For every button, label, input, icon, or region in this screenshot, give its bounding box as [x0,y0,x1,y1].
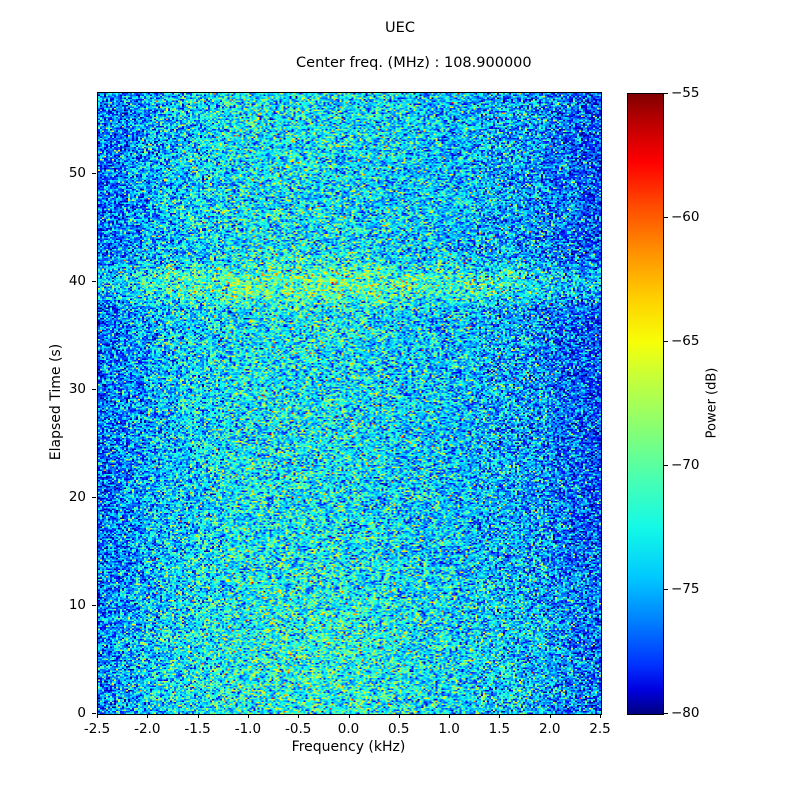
x-tick-label: -2.0 [134,721,161,737]
x-tick-label: 1.0 [438,721,460,737]
spectrogram-plot-area[interactable] [97,92,602,715]
x-tick-label: 0.5 [388,721,410,737]
x-tick-label: -1.0 [234,721,262,737]
title-station-name: UEC [385,20,415,36]
colorbar-tick-label: −70 [671,457,700,473]
spectrogram-image[interactable] [98,93,601,714]
y-tick-mark [92,605,96,606]
y-tick-mark [92,389,96,390]
colorbar-tick-label: −60 [671,209,700,225]
colorbar-tick-mark [664,713,668,714]
x-tick-label: 2.5 [589,721,611,737]
colorbar-label: Power (dB) [704,367,720,439]
colorbar-tick-label: −55 [671,85,700,101]
x-tick-mark [147,714,149,718]
x-tick-mark [97,714,98,718]
colorbar[interactable] [627,93,664,715]
x-tick-mark [247,714,249,718]
x-tick-label: 0.0 [337,721,360,737]
x-tick-label: 2.0 [538,721,561,737]
x-tick-mark [449,714,451,718]
x-tick-mark [549,714,551,718]
x-tick-label: 1.5 [488,721,511,737]
y-tick-mark [92,281,96,282]
y-tick-mark [92,713,96,714]
x-tick-mark [348,714,350,718]
colorbar-tick-mark [664,341,668,342]
y-axis-label: Elapsed Time (s) [48,343,64,461]
colorbar-tick-mark [664,93,668,94]
colorbar-tick-mark [664,217,668,218]
x-axis-label: Frequency (kHz) [291,739,406,755]
x-tick-mark [499,714,501,718]
colorbar-tick-mark [664,589,668,590]
colorbar-tick-mark [664,465,668,466]
colorbar-gradient [628,94,663,714]
y-tick-label: 20 [68,489,86,505]
colorbar-tick-label: −80 [671,705,700,721]
x-tick-label: -0.5 [285,721,312,737]
x-tick-mark [600,714,601,718]
x-tick-mark [197,714,199,718]
y-tick-label: 30 [68,381,86,397]
title-center-freq-text: Center freq. (MHz) : 108.900000 [296,55,532,71]
title-center-freq-line: Center freq. (MHz) : 108.900000 [0,38,800,91]
colorbar-tick-label: −65 [671,333,700,349]
x-tick-label: -2.5 [83,721,111,737]
y-tick-label: 40 [68,273,86,289]
y-tick-label: 0 [77,705,86,721]
x-tick-mark [298,714,300,718]
x-tick-mark [398,714,400,718]
x-tick-label: -1.5 [184,721,211,737]
y-tick-label: 10 [68,597,86,613]
y-tick-mark [92,497,96,498]
y-tick-mark [92,173,96,174]
colorbar-tick-label: −75 [671,581,700,597]
y-tick-label: 50 [68,165,86,181]
